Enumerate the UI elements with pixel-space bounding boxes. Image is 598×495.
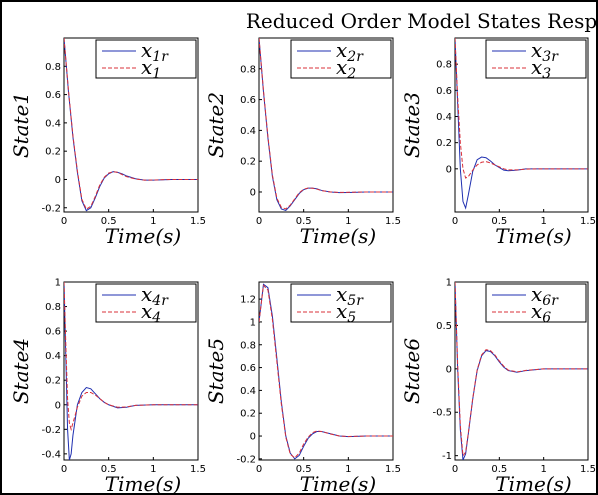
y-tick-label: 0.4 xyxy=(45,118,61,129)
x-axis-label: Time(s) xyxy=(300,472,376,493)
y-tick-label: 0.8 xyxy=(45,302,61,313)
y-tick-label: 1 xyxy=(55,278,61,289)
subplot-5: 0 0.5 1 1.5-0.200.20.40.60.811.2 x5rx5State5… xyxy=(204,282,401,493)
y-tick-label: 0.2 xyxy=(240,157,256,168)
x-axis-label: Time(s) xyxy=(495,472,571,493)
y-tick-label: 0 xyxy=(250,432,256,443)
y-tick-label: 0.8 xyxy=(436,60,452,71)
x-tick-label: 0 xyxy=(61,464,67,475)
y-tick-label: 0.6 xyxy=(45,327,61,338)
y-tick-label: 0.5 xyxy=(436,321,452,332)
x-tick-label: 0 xyxy=(61,216,67,227)
x-axis-label: Time(s) xyxy=(495,224,571,248)
y-tick-label: 0.8 xyxy=(240,340,256,351)
y-tick-label: 1.2 xyxy=(240,295,256,306)
y-tick-label: -0.2 xyxy=(236,454,256,465)
y-tick-label: 0.2 xyxy=(45,147,61,158)
x-axis-label: Time(s) xyxy=(300,224,376,248)
y-tick-label: 0.6 xyxy=(240,363,256,374)
y-tick-label: -0.4 xyxy=(41,449,61,460)
y-tick-label: -0.2 xyxy=(41,203,61,214)
y-tick-label: 1 xyxy=(446,278,452,289)
x-tick-label: 1.5 xyxy=(385,216,401,227)
y-axis-label: State3 xyxy=(400,92,424,158)
figure-title: Reduced Order Model States Response xyxy=(246,9,596,33)
x-tick-label: 1.5 xyxy=(580,464,596,475)
y-tick-label: 0 xyxy=(446,164,452,175)
y-tick-label: -0.2 xyxy=(41,425,61,436)
y-tick-label: 0.2 xyxy=(45,376,61,387)
x-tick-label: 1.5 xyxy=(385,464,401,475)
x-tick-label: 0 xyxy=(452,216,458,227)
x-tick-label: 0 xyxy=(452,464,458,475)
y-tick-label: 0 xyxy=(446,364,452,375)
y-tick-label: 0.4 xyxy=(240,386,256,397)
x-axis-label: Time(s) xyxy=(105,472,181,493)
y-axis-label: State2 xyxy=(204,92,228,158)
y-tick-label: 0.4 xyxy=(45,351,61,362)
y-tick-label: 0.6 xyxy=(240,95,256,106)
subplot-1: 0 0.5 1 1.5-0.200.20.40.60.8x1rx1State1Time… xyxy=(9,38,206,248)
y-tick-label: -0.5 xyxy=(432,408,452,419)
y-tick-label: 1 xyxy=(250,317,256,328)
y-axis-label: State5 xyxy=(204,338,228,404)
y-tick-label: 0.8 xyxy=(240,64,256,75)
x-tick-label: 0 xyxy=(256,216,262,227)
y-tick-label: 0.6 xyxy=(45,90,61,101)
x-tick-label: 1.5 xyxy=(580,216,596,227)
x-tick-label: 0 xyxy=(256,464,262,475)
y-tick-label: 0.4 xyxy=(240,126,256,137)
y-tick-label: 0 xyxy=(55,400,61,411)
y-tick-label: 0.6 xyxy=(436,86,452,97)
x-tick-label: 1.5 xyxy=(190,464,206,475)
subplot-4: 0 0.5 1 1.5-0.4-0.200.20.40.60.81 x4rx4State… xyxy=(9,278,206,494)
x-tick-label: 1.5 xyxy=(190,216,206,227)
y-tick-label: -1 xyxy=(442,451,452,462)
y-tick-label: 0 xyxy=(55,175,61,186)
y-axis-label: State1 xyxy=(9,92,33,158)
y-tick-label: 0.8 xyxy=(45,62,61,73)
y-tick-label: 0.4 xyxy=(436,112,452,123)
y-axis-label: State6 xyxy=(400,338,424,405)
x-axis-label: Time(s) xyxy=(105,224,181,248)
y-tick-label: 0.2 xyxy=(436,138,452,149)
y-axis-label: State4 xyxy=(9,338,33,404)
y-tick-label: 0 xyxy=(250,187,256,198)
y-tick-label: 0.2 xyxy=(240,409,256,420)
